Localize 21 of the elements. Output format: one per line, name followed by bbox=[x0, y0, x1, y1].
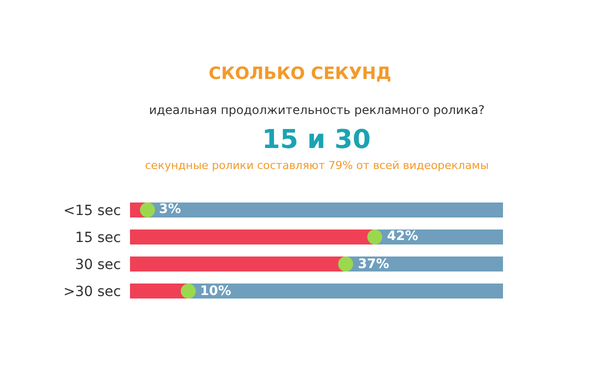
bar bbox=[346, 256, 503, 272]
data-label: 42% bbox=[387, 229, 418, 244]
data-label: 3% bbox=[159, 202, 182, 217]
data-label: 37% bbox=[358, 257, 390, 272]
point bbox=[367, 229, 382, 244]
chart-title: СКОЛЬКО СЕКУНД bbox=[208, 64, 392, 84]
point bbox=[338, 256, 354, 272]
text: секундные ролики составляют 79% от всей видеорекламы bbox=[145, 159, 489, 172]
point bbox=[140, 202, 155, 218]
y-tick-label: <15 sec bbox=[63, 202, 121, 219]
y-tick-label: >30 sec bbox=[63, 284, 121, 300]
bar bbox=[188, 284, 503, 299]
y-tick-label: 15 sec bbox=[75, 230, 121, 246]
point bbox=[180, 284, 196, 299]
bar bbox=[130, 256, 346, 272]
data-label: 10% bbox=[200, 284, 232, 299]
text: 15 и 30 bbox=[262, 125, 371, 155]
y-tick-label: 30 sec bbox=[75, 256, 121, 273]
bar bbox=[130, 230, 375, 244]
chart-subtitle: идеальная продолжительность рекламного ролика? bbox=[149, 103, 485, 117]
bar bbox=[147, 202, 503, 218]
